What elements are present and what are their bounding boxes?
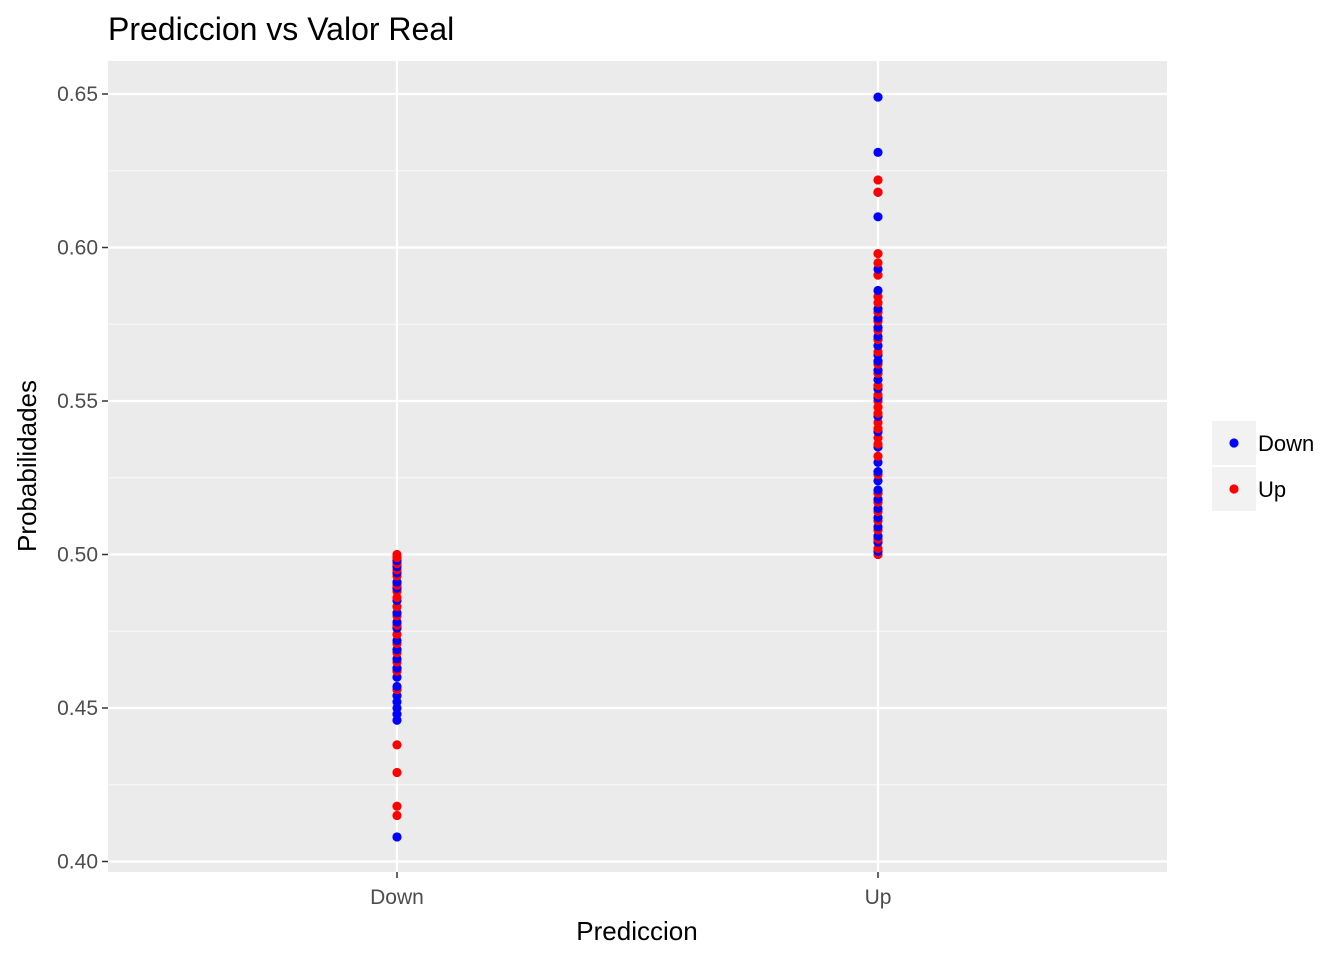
legend-swatch [1229, 484, 1239, 494]
data-point [392, 832, 402, 842]
y-tick-label: 0.50 [57, 544, 98, 567]
data-point [392, 767, 402, 778]
data-point [873, 285, 883, 296]
y-axis-title: Probabilidades [12, 380, 42, 552]
plot-panel [108, 61, 1167, 872]
x-axis-title: Prediccion [576, 916, 697, 946]
minor-grid [108, 170, 1167, 786]
data-point [392, 681, 402, 692]
data-point [873, 467, 883, 477]
data-point [873, 175, 883, 185]
data-point [392, 740, 402, 750]
data-point [873, 147, 883, 157]
data-point [873, 451, 883, 461]
y-tick-label: 0.65 [57, 83, 98, 106]
major-grid [108, 61, 1167, 872]
x-tick-label: Up [865, 886, 892, 909]
data-point [873, 92, 883, 102]
chart-title: Prediccion vs Valor Real [108, 11, 454, 47]
data-point [873, 485, 883, 495]
data-point [873, 212, 883, 222]
x-tick-label: Down [370, 886, 424, 909]
data-point [873, 258, 883, 268]
data-point [392, 549, 402, 560]
data-point [392, 801, 402, 811]
y-tick-label: 0.55 [57, 390, 98, 413]
y-tick-label: 0.60 [57, 237, 98, 260]
legend-label: Up [1258, 477, 1286, 502]
x-axis: Down Up [370, 872, 891, 909]
y-axis: 0.40 0.45 0.50 0.55 0.60 0.65 [57, 83, 108, 874]
legend-swatch [1229, 438, 1239, 448]
y-tick-label: 0.40 [57, 851, 98, 874]
legend-label: Down [1258, 431, 1314, 456]
legend: Down Up [1212, 421, 1314, 511]
data-points [392, 92, 883, 842]
data-point [392, 810, 402, 821]
data-point [873, 249, 883, 259]
y-tick-label: 0.45 [57, 697, 98, 720]
data-point [873, 187, 883, 197]
